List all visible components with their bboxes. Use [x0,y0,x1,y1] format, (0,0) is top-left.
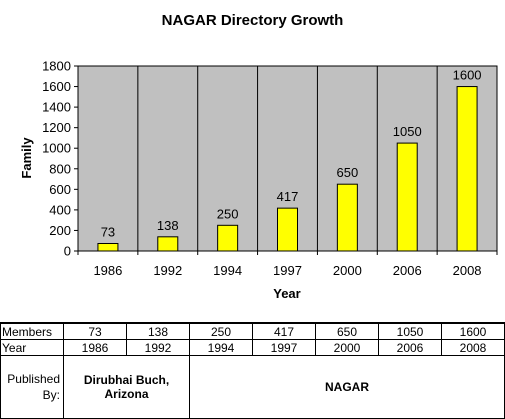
published-row: Published By: Dirubhai Buch, Arizona NAG… [0,355,505,419]
x-tick-label: 2008 [453,263,482,278]
data-label: 73 [101,224,115,239]
y-axis-title: Family [19,137,34,179]
data-label: 1600 [453,68,482,83]
bar [456,86,478,252]
y-tick-label: 1200 [42,120,71,135]
chart-title: NAGAR Directory Growth [161,12,344,29]
y-tick-label: 1800 [42,59,71,74]
year-row: Year 1986 1992 1994 1997 2000 2006 2008 [0,339,505,356]
y-tick-label: 1000 [42,141,71,156]
data-labels: 73 138 250 417 650 1050 1600 [101,68,482,240]
data-table: Members 73 138 250 417 650 1050 1600 Yea… [0,322,505,419]
bar [217,224,239,252]
y-tick-label: 400 [49,202,71,217]
members-row-header: Members [0,322,64,340]
published-label-line2: By: [42,388,60,402]
x-tick-label: 1994 [213,263,242,278]
year-cell: 1986 [63,339,127,356]
published-label-line1: Published [7,372,60,386]
year-cell: 1992 [126,339,190,356]
members-cell: 73 [63,322,127,340]
year-cell: 1994 [189,339,253,356]
data-label: 417 [277,189,299,204]
members-cell: 1600 [441,322,505,340]
x-tick-label: 2006 [393,263,422,278]
bar [396,142,418,252]
members-cell: 138 [126,322,190,340]
members-cell: 417 [252,322,316,340]
y-axis-ticks: 0 200 400 600 800 1000 1200 1400 1600 1800 [42,59,78,259]
x-tick-label: 1997 [273,263,302,278]
y-tick-label: 600 [49,182,71,197]
x-tick-label: 2000 [333,263,362,278]
year-cell: 1997 [252,339,316,356]
y-tick-label: 1400 [42,100,71,115]
bar [157,236,179,252]
x-axis-ticks: 1986 1992 1994 1997 2000 2006 2008 [77,251,498,278]
members-cell: 1050 [378,322,442,340]
data-label: 1050 [393,124,422,139]
publisher-2-cell: NAGAR [189,355,505,419]
members-cell: 650 [315,322,379,340]
x-tick-label: 1992 [153,263,182,278]
y-tick-label: 800 [49,161,71,176]
bars [97,86,478,252]
members-cell: 250 [189,322,253,340]
year-cell: 2008 [441,339,505,356]
publisher-1-line1: Dirubhai Buch, [83,373,170,387]
data-label: 138 [157,218,179,233]
members-row: Members 73 138 250 417 650 1050 1600 [0,322,505,340]
bar [277,207,298,252]
year-row-header: Year [0,339,64,356]
publisher-1-cell: Dirubhai Buch, Arizona [63,355,190,419]
publisher-1-line2: Arizona [104,387,149,401]
y-tick-label: 200 [49,223,71,238]
year-cell: 2006 [378,339,442,356]
bar [97,242,119,252]
published-row-header: Published By: [0,355,64,419]
x-tick-label: 1986 [93,263,122,278]
y-tick-label: 1600 [42,79,71,94]
data-label: 250 [217,206,239,221]
data-label: 650 [337,165,359,180]
x-axis-title: Year [273,286,300,301]
year-cell: 2000 [315,339,379,356]
y-tick-label: 0 [64,244,71,259]
bar [336,183,358,252]
